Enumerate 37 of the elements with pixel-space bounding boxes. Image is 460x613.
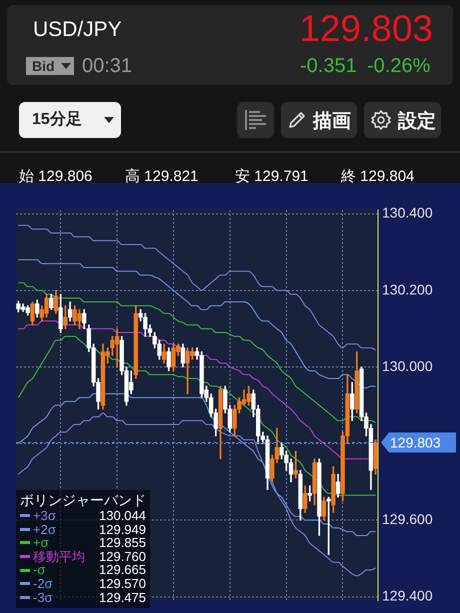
line-series (18, 412, 376, 576)
annotation: 129.760 (99, 548, 146, 564)
text: 設定 (398, 110, 436, 134)
legend-label: -3σ (33, 590, 53, 605)
legend-label: -σ (33, 562, 46, 578)
y-tick-label: 130.200 (382, 281, 433, 298)
y-tick-label: 130.000 (382, 358, 433, 374)
annotation: 129.665 (99, 562, 146, 578)
text: -0.351 (300, 55, 357, 78)
ref-line-label: 129.803 (390, 434, 441, 450)
text: 15分足 (19, 102, 121, 138)
text: 終 129.804 (341, 167, 414, 186)
line-series (18, 259, 376, 389)
annotation: 129.475 (99, 590, 146, 605)
annotation: 129.949 (99, 522, 146, 537)
chart-title: USD/JPY (33, 18, 122, 42)
legend-label: +3σ (33, 508, 56, 523)
text: 129.803 (299, 8, 433, 50)
text: -0.26% (367, 55, 430, 78)
legend-label: -2σ (33, 576, 53, 591)
y-tick-label: 130.400 (382, 204, 433, 221)
y-tick-label: 129.400 (382, 588, 433, 604)
text: 安 129.791 (235, 167, 308, 186)
legend-title: ボリンジャーバンド (20, 492, 146, 509)
annotation: 129.855 (99, 535, 146, 550)
text: 00:31 (82, 55, 132, 78)
annotation: 130.044 (99, 508, 146, 523)
annotation: 129.570 (99, 576, 146, 591)
text: 高 129.821 (125, 167, 198, 186)
legend-label: +2σ (33, 522, 56, 537)
text: Bid (26, 57, 74, 75)
text: 描画 (313, 110, 351, 134)
line-series (18, 224, 376, 351)
legend-label: +σ (33, 535, 49, 550)
text: 始 129.806 (19, 167, 92, 186)
y-tick-label: 129.600 (382, 511, 433, 528)
legend-label: 移動平均 (33, 548, 85, 564)
